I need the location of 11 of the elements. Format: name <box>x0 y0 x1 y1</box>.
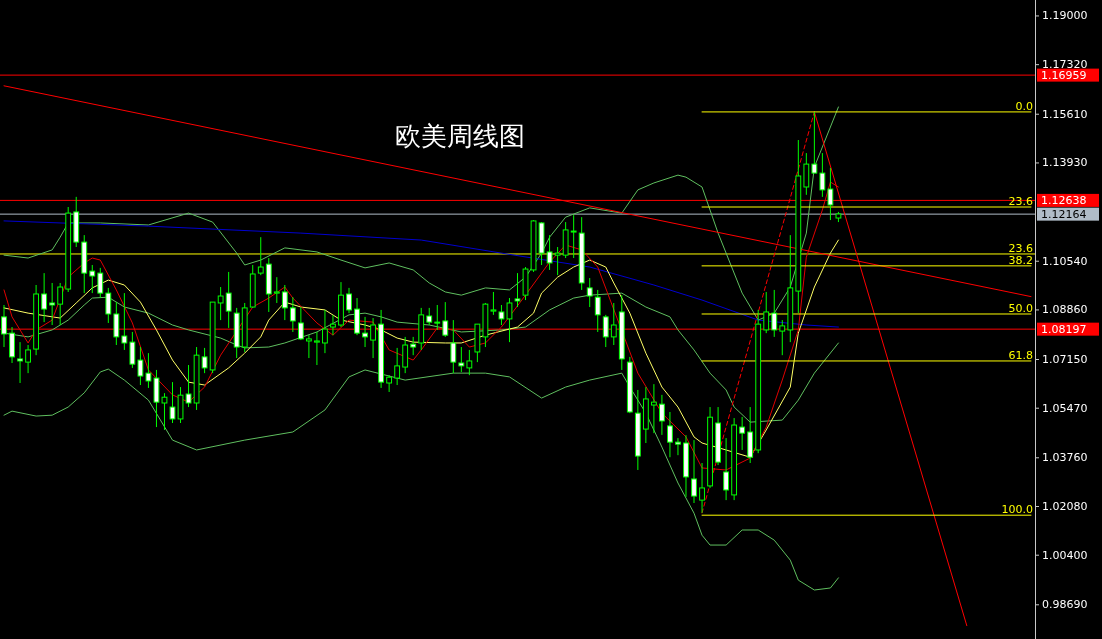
ref-line-label: 1.12164 <box>1041 208 1087 222</box>
annotation: 23.6 <box>1008 242 1033 255</box>
annotation: 61.8 <box>1008 348 1033 362</box>
ref-line-label: 1.16959 <box>1041 69 1087 83</box>
ref-line-label: 1.08197 <box>1041 323 1087 337</box>
annotation: 38.2 <box>1008 253 1033 267</box>
annotation: 0.0 <box>1015 99 1033 113</box>
ref-line-label: 1.12638 <box>1041 194 1087 208</box>
annotation: 100.0 <box>1001 503 1033 517</box>
annotation: 50.0 <box>1008 302 1033 315</box>
title: 欧美周线图 <box>395 121 525 151</box>
